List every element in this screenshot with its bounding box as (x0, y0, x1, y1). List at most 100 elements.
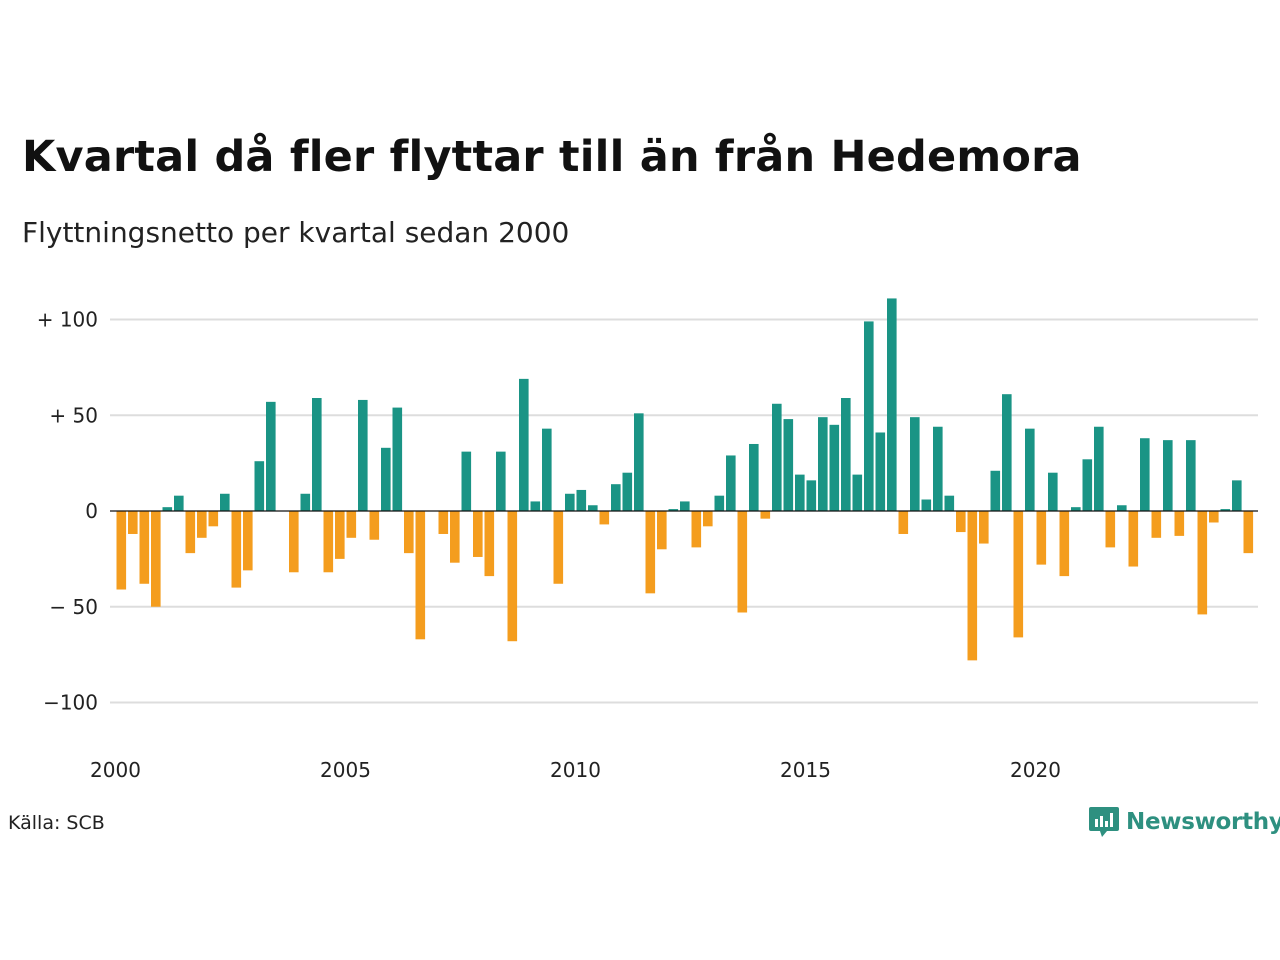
bar-2021-q4 (1117, 505, 1127, 511)
y-tick-label: −100 (43, 691, 98, 715)
bar-2023-q2 (1186, 440, 1196, 511)
newsworthy-logo-text: Newsworthy (1126, 809, 1280, 835)
bar-2007-q4 (473, 511, 483, 557)
bar-2011-q1 (622, 472, 633, 511)
bar-2000-q3 (139, 511, 150, 584)
x-tick-label: 2015 (780, 758, 831, 782)
bar-2010-q1 (576, 489, 587, 512)
bar-2014-q3 (783, 419, 794, 511)
bar-2001-q3 (185, 511, 196, 554)
bar-2002-q4 (243, 511, 253, 571)
bar-2010-q4 (611, 484, 621, 511)
x-tick-label: 2005 (320, 758, 371, 782)
bar-2018-q2 (956, 511, 966, 533)
bar-2007-q2 (450, 511, 460, 563)
y-tick-label: + 100 (37, 308, 98, 332)
bar-2020-q3 (1059, 511, 1070, 577)
bar-2005-q4 (381, 447, 391, 512)
bar-2000-q4 (151, 511, 161, 607)
bar-2016-q2 (864, 321, 874, 511)
bar-2003-q2 (266, 401, 276, 512)
y-axis-ticks: + 100 + 50 0 − 50 −100 (37, 308, 98, 715)
bar-2013-q2 (726, 455, 736, 511)
bar-2008-q3 (507, 511, 518, 642)
bar-2006-q1 (392, 407, 403, 511)
bar-2006-q3 (415, 511, 426, 640)
x-tick-label: 2000 (90, 758, 141, 782)
bar-2011-q3 (645, 511, 656, 594)
chart-title: Kvartal då fler flyttar till än från Hed… (22, 132, 1082, 182)
bar-2009-q3 (553, 511, 564, 584)
bar-2005-q2 (358, 399, 368, 511)
bar-2011-q2 (634, 413, 644, 511)
bar-2018-q1 (944, 495, 955, 511)
bar-2023-q4 (1209, 511, 1219, 523)
bar-2021-q3 (1105, 511, 1116, 548)
bar-2024-q2 (1232, 480, 1242, 511)
bar-2005-q1 (346, 511, 357, 538)
bar-2011-q4 (657, 511, 667, 550)
bar-2017-q1 (898, 511, 909, 534)
bar-2022-q1 (1128, 511, 1139, 567)
bar-2002-q1 (208, 511, 219, 527)
bar-2008-q2 (496, 451, 506, 511)
bar-2000-q1 (116, 511, 127, 590)
bar-2018-q3 (967, 511, 978, 661)
bar-2019-q1 (990, 470, 1001, 511)
bar-2005-q3 (369, 511, 380, 540)
bar-2020-q2 (1048, 472, 1058, 511)
bar-2014-q2 (772, 403, 782, 511)
bar-2003-q1 (254, 461, 265, 511)
y-tick-label: + 50 (49, 403, 98, 427)
gridlines (110, 318, 1258, 704)
bar-2012-q2 (680, 501, 690, 511)
y-tick-label: 0 (85, 499, 98, 523)
bar-2001-q4 (197, 511, 207, 538)
bar-2015-q4 (841, 398, 851, 511)
chart-subtitle: Flyttningsnetto per kvartal sedan 2000 (22, 216, 570, 249)
bar-2017-q3 (921, 499, 932, 511)
bar-2004-q2 (312, 398, 322, 511)
bar-2016-q3 (875, 432, 886, 512)
bar-2022-q2 (1140, 438, 1150, 511)
bar-2020-q1 (1036, 511, 1047, 565)
bar-2003-q4 (289, 511, 299, 573)
bar-2023-q3 (1197, 511, 1208, 615)
bar-2001-q1 (162, 507, 173, 511)
x-axis-ticks: 2000 2005 2010 2015 2020 (90, 758, 1061, 782)
newsworthy-logo: Newsworthy (1088, 805, 1280, 839)
bar-2012-q1 (668, 509, 679, 511)
bar-2015-q3 (829, 424, 840, 511)
bar-2002-q2 (220, 493, 230, 511)
bar-2002-q3 (231, 511, 242, 588)
bar-2022-q4 (1163, 440, 1173, 511)
bar-2016-q4 (887, 298, 897, 511)
bar-2021-q2 (1094, 426, 1104, 511)
bar-2021-q1 (1082, 459, 1093, 511)
bar-2013-q3 (737, 511, 748, 613)
bar-2013-q1 (714, 495, 725, 511)
bar-2009-q2 (542, 428, 552, 511)
bar-2000-q2 (128, 511, 138, 534)
bar-2008-q1 (484, 511, 495, 577)
bar-2022-q3 (1151, 511, 1162, 538)
bar-2008-q4 (519, 378, 529, 511)
bar-2016-q1 (852, 474, 863, 511)
newsworthy-logo-icon (1089, 807, 1119, 837)
bar-2012-q4 (703, 511, 713, 527)
source-note: Källa: SCB (8, 812, 105, 834)
bar-2007-q1 (438, 511, 449, 534)
net-migration-bar-chart: + 100 + 50 0 − 50 −100 2000 2005 2010 2015 2020 (37, 298, 1258, 782)
bar-2019-q2 (1002, 394, 1012, 511)
bar-2019-q4 (1025, 428, 1035, 511)
y-tick-label: − 50 (49, 595, 98, 619)
x-tick-label: 2010 (550, 758, 601, 782)
bar-2014-q4 (795, 474, 805, 511)
bar-2012-q3 (691, 511, 702, 548)
bar-2023-q1 (1174, 511, 1185, 536)
bar-2006-q2 (404, 511, 414, 554)
bar-2015-q2 (818, 417, 828, 511)
bar-2024-q3 (1243, 511, 1254, 554)
bar-2007-q3 (461, 451, 472, 511)
bar-2015-q1 (806, 480, 817, 511)
